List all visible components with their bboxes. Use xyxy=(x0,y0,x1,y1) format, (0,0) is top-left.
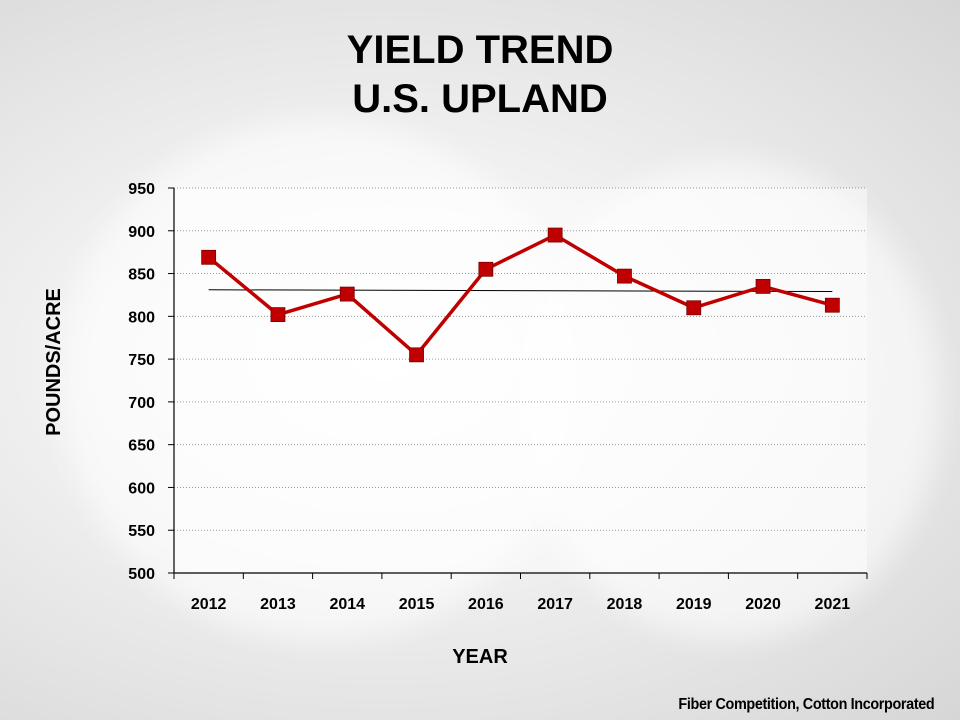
axes xyxy=(168,187,868,579)
y-tick-label: 800 xyxy=(128,309,155,326)
y-tick-label: 600 xyxy=(128,480,155,497)
y-tick-label: 900 xyxy=(128,224,155,241)
chart-title-block: YIELD TREND U.S. UPLAND xyxy=(0,26,960,124)
plot-area xyxy=(174,188,867,573)
tick-labels: 500 550 600 650 700 750 800 850 900 950 2012 2013 20… xyxy=(128,181,850,613)
data-point-marker xyxy=(270,307,286,323)
data-point-marker xyxy=(755,278,771,294)
y-tick-label: 850 xyxy=(128,267,155,284)
series-line xyxy=(207,233,833,358)
data-point-marker xyxy=(339,286,355,302)
data-point-marker xyxy=(478,261,494,277)
x-tick-label: 2013 xyxy=(260,596,296,613)
y-tick-label: 550 xyxy=(128,523,155,540)
source-credit: Fiber Competition, Cotton Incorporated xyxy=(678,696,934,713)
y-tick-label: 700 xyxy=(128,395,155,412)
x-tick-label: 2021 xyxy=(815,596,851,613)
x-tick-label: 2020 xyxy=(745,596,781,613)
chart-title: YIELD TREND xyxy=(346,28,614,72)
series-layer xyxy=(201,227,840,363)
x-tick-label: 2016 xyxy=(468,596,504,613)
y-tick-label: 500 xyxy=(128,566,155,583)
y-tick-label: 750 xyxy=(128,352,155,369)
background-cotton-shape xyxy=(520,160,940,640)
x-tick-label: 2014 xyxy=(329,596,365,613)
trend-line xyxy=(208,289,833,293)
y-tick-label: 950 xyxy=(128,181,155,198)
data-point-marker xyxy=(617,268,632,284)
data-point-marker xyxy=(824,297,840,313)
x-tick-label: 2019 xyxy=(676,596,712,613)
x-tick-label: 2018 xyxy=(607,596,643,613)
x-tick-label: 2017 xyxy=(537,596,573,613)
data-point-marker xyxy=(201,249,217,265)
x-tick-label: 2015 xyxy=(399,596,435,613)
y-tick-label: 650 xyxy=(128,438,155,455)
x-axis-title: YEAR xyxy=(452,646,508,668)
data-point-marker xyxy=(686,300,702,316)
data-point-marker xyxy=(409,347,424,363)
chart-subtitle: U.S. UPLAND xyxy=(352,77,608,121)
background-cotton-shape xyxy=(60,120,580,640)
x-tick-label: 2012 xyxy=(191,596,227,613)
data-point-marker xyxy=(547,227,563,243)
y-axis-title: POUNDS/ACRE xyxy=(43,288,65,436)
